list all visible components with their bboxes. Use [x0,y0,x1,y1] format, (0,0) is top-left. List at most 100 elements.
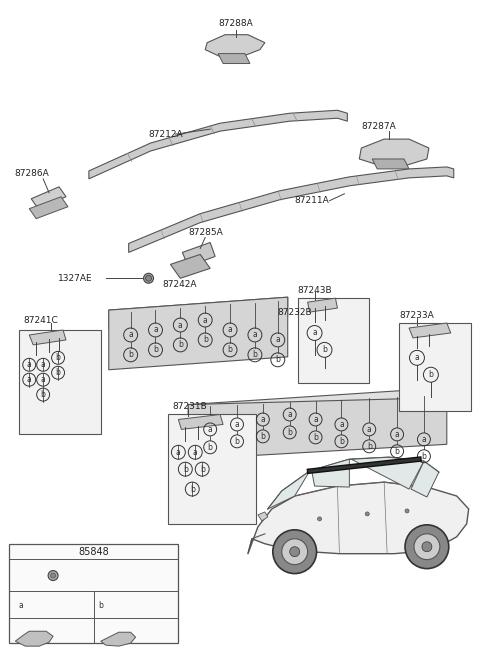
Polygon shape [109,307,288,329]
Text: b: b [183,464,188,474]
Polygon shape [360,139,429,166]
Text: a: a [27,360,32,369]
Text: a: a [228,326,232,335]
Polygon shape [15,631,53,646]
Text: 87211A: 87211A [295,196,329,205]
Circle shape [290,547,300,557]
Text: b: b [261,432,265,441]
Text: b: b [235,437,240,446]
Text: 87241C: 87241C [23,316,58,324]
Text: 87285A: 87285A [188,228,223,237]
Polygon shape [268,471,310,509]
Circle shape [405,525,449,569]
Circle shape [50,573,56,578]
Text: 87231B: 87231B [172,402,207,411]
Text: b: b [313,433,318,442]
Polygon shape [258,512,268,521]
Text: 87286A: 87286A [14,170,49,178]
Text: b: b [128,350,133,360]
Circle shape [422,542,432,552]
Polygon shape [109,297,288,320]
Text: b: b [98,601,103,610]
Text: a: a [193,448,198,457]
Polygon shape [351,457,424,489]
Text: b: b [203,335,208,345]
Text: a: a [276,335,280,345]
Text: a: a [367,425,372,434]
Polygon shape [31,187,66,209]
Text: a: a [41,375,46,384]
Polygon shape [170,254,210,278]
Text: 87212A: 87212A [148,130,183,139]
Text: a: a [313,415,318,424]
Text: a: a [235,420,240,429]
Text: 87288A: 87288A [219,19,253,28]
Circle shape [365,512,369,516]
Text: a: a [41,360,46,369]
Text: a: a [288,410,292,419]
Text: b: b [339,437,344,446]
Text: a: a [176,448,181,457]
Text: a: a [395,430,399,439]
Polygon shape [312,459,349,487]
Text: a: a [252,331,257,339]
Text: b: b [208,443,213,452]
Text: a: a [208,425,213,434]
Circle shape [282,539,308,565]
Polygon shape [109,297,288,370]
Text: b: b [276,355,280,364]
Polygon shape [188,398,447,424]
Text: b: b [287,428,292,437]
FancyBboxPatch shape [168,415,256,524]
Text: 87287A: 87287A [361,122,396,130]
Text: b: b [252,350,257,360]
Text: 87232B: 87232B [278,308,312,316]
Polygon shape [29,330,66,345]
Text: a: a [339,420,344,429]
Text: 87243B: 87243B [298,286,332,295]
Text: 86725B: 86725B [30,606,60,615]
Text: b: b [56,368,60,377]
Text: 1327AE: 1327AE [58,274,93,283]
Text: a: a [19,601,24,610]
Polygon shape [372,159,409,169]
Text: a: a [415,353,420,362]
Text: a: a [153,326,158,335]
Text: a: a [27,375,32,384]
Polygon shape [179,415,223,430]
Polygon shape [248,482,468,553]
Text: b: b [228,345,232,354]
Polygon shape [411,461,439,497]
Text: b: b [367,442,372,451]
Circle shape [405,509,409,513]
Polygon shape [188,388,447,415]
Polygon shape [129,167,454,252]
Polygon shape [29,196,68,219]
Text: b: b [153,345,158,354]
Circle shape [414,534,440,559]
Text: a: a [128,331,133,339]
Circle shape [144,273,154,283]
Text: 87232A: 87232A [111,601,140,610]
Polygon shape [182,242,215,267]
Text: 86725C: 86725C [30,597,60,606]
Text: 87242A: 87242A [162,280,197,289]
Polygon shape [409,323,451,338]
Polygon shape [218,54,250,64]
Text: b: b [178,341,183,349]
Text: a: a [312,328,317,337]
FancyBboxPatch shape [19,330,101,434]
Text: b: b [429,370,433,379]
Text: b: b [56,353,60,362]
Text: 85848: 85848 [78,547,109,557]
Circle shape [318,517,322,521]
Text: b: b [190,485,195,494]
Polygon shape [89,110,348,179]
Text: b: b [41,390,46,399]
Text: b: b [322,345,327,354]
Text: 87233A: 87233A [399,310,434,320]
Circle shape [273,530,316,574]
Text: a: a [203,316,207,324]
Polygon shape [101,632,136,646]
Polygon shape [188,398,447,459]
